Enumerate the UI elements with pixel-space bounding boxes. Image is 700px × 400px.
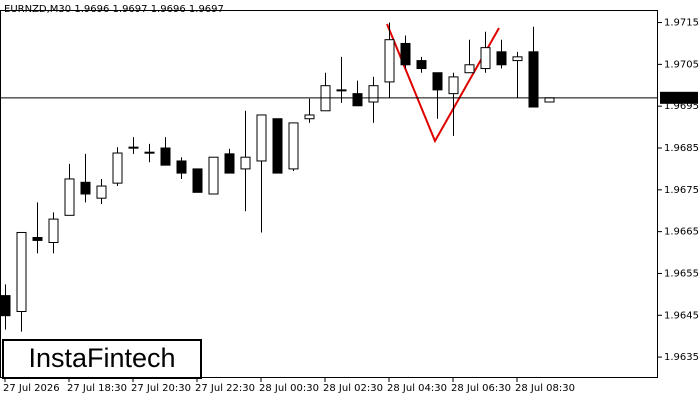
candle-body	[224, 153, 235, 174]
logo-box	[2, 339, 202, 379]
candle-body	[432, 72, 443, 91]
candle-body	[448, 76, 459, 95]
candle-body	[528, 51, 539, 108]
candle-body	[400, 42, 411, 66]
x-tick-label: 27 Jul 18:30	[67, 383, 127, 394]
candle-body	[176, 160, 187, 174]
header: EURNZD,M30 1.9696 1.9697 1.9696 1.9697	[4, 4, 224, 15]
candle-body	[112, 152, 123, 184]
candle-body	[96, 185, 107, 199]
candle-body	[256, 114, 267, 162]
candle-body	[64, 178, 75, 216]
candle-body	[48, 218, 59, 244]
candle-body	[480, 47, 491, 70]
current-price-label: 1.9697	[663, 93, 698, 104]
y-tick-label: 1.9645	[664, 310, 699, 321]
candle-body	[0, 295, 11, 317]
candle-body	[144, 151, 155, 154]
candle-body	[464, 64, 475, 74]
header-value: 1.9697	[113, 4, 148, 15]
x-tick-label: 28 Jul 08:30	[515, 383, 575, 394]
candle-body	[368, 85, 379, 103]
header-value: 1.9696	[74, 4, 109, 15]
candle-body	[16, 231, 27, 313]
candle-body	[192, 168, 203, 193]
x-tick-label: 27 Jul 2026	[3, 383, 60, 394]
candle-body	[352, 93, 363, 107]
candle-body	[288, 122, 299, 170]
y-tick-label: 1.9705	[664, 59, 699, 70]
y-tick-label: 1.9685	[664, 143, 699, 154]
candle-body	[32, 236, 43, 241]
current-price-box	[660, 91, 698, 104]
candle-body	[128, 146, 139, 149]
x-tick-label: 27 Jul 20:30	[131, 383, 191, 394]
x-tick-label: 28 Jul 00:30	[259, 383, 319, 394]
y-tick-label: 1.9635	[664, 352, 699, 363]
candle-body	[496, 51, 507, 66]
header-value: 1.9696	[151, 4, 186, 15]
candle-body	[208, 156, 219, 195]
symbol: EURNZD,M30	[4, 4, 71, 15]
candle-body	[80, 181, 91, 195]
x-tick-label: 28 Jul 04:30	[387, 383, 447, 394]
candle-body	[544, 97, 555, 103]
y-tick-label: 1.9695	[664, 101, 699, 112]
candle-body	[272, 118, 283, 174]
candle-body	[416, 60, 427, 70]
y-tick-label: 1.9675	[664, 185, 699, 196]
x-tick-label: 28 Jul 02:30	[323, 383, 383, 394]
x-tick-label: 27 Jul 22:30	[195, 383, 255, 394]
candle-body	[240, 156, 251, 170]
y-tick-label: 1.9665	[664, 227, 699, 238]
candle-body	[304, 114, 315, 120]
pattern-line	[386, 23, 500, 144]
x-tick-label: 28 Jul 06:30	[451, 383, 511, 394]
candle-body	[160, 147, 171, 166]
candle-body	[384, 39, 395, 83]
y-tick-label: 1.9715	[664, 18, 699, 29]
candle-body	[512, 56, 523, 62]
logo: InstaFintech	[28, 343, 175, 373]
y-tick-label: 1.9655	[664, 268, 699, 279]
plot-frame	[0, 10, 658, 378]
candle-body	[336, 89, 347, 92]
header-value: 1.9697	[189, 4, 224, 15]
